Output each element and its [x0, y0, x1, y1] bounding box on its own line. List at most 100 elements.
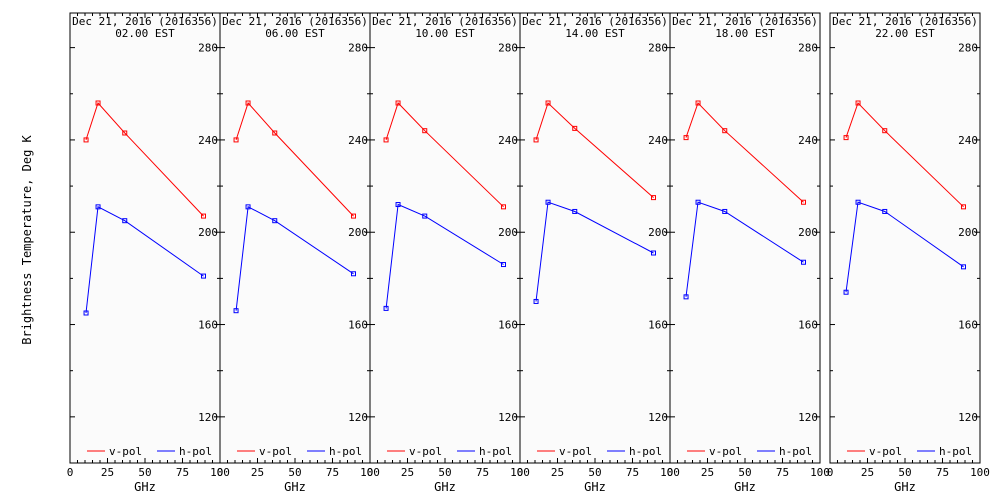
data-point-v-pol: [572, 125, 578, 131]
series-line-v-pol: [235, 102, 354, 217]
y-tick-label: 240: [498, 134, 518, 147]
data-point-h-pol: [572, 208, 578, 214]
plot-frame: [829, 12, 981, 464]
plot-frame: [669, 12, 821, 464]
panel-title: Dec 21, 2016 (2016356): [372, 15, 518, 28]
x-tick-label: 50: [588, 466, 601, 479]
y-tick-label: 240: [198, 134, 218, 147]
x-tick-label: 25: [551, 466, 564, 479]
data-point-v-pol: [683, 135, 689, 141]
legend-label-v-pol: v-pol: [869, 445, 902, 458]
data-point-h-pol: [722, 208, 728, 214]
data-point-h-pol: [395, 202, 401, 208]
legend-label-v-pol: v-pol: [559, 445, 592, 458]
x-tick-label: 0: [67, 466, 74, 479]
series-line-v-pol: [85, 102, 204, 217]
chart-panel: Dec 21, 2016 (2016356)18.00 EST 120 160 200…: [667, 12, 830, 494]
x-tick-label: 100: [660, 466, 680, 479]
x-tick-label: 100: [970, 466, 990, 479]
x-tick-label: 50: [898, 466, 911, 479]
x-tick-label: 100: [810, 466, 830, 479]
plot-frame: [369, 12, 521, 464]
panel-title: Dec 21, 2016 (2016356): [832, 15, 978, 28]
data-point-v-pol: [501, 204, 506, 210]
x-tick-label: 25: [101, 466, 114, 479]
series-line-h-pol: [685, 201, 804, 297]
data-point-v-pol: [351, 213, 356, 219]
y-tick-label: 280: [798, 42, 818, 55]
data-point-v-pol: [245, 100, 251, 106]
y-tick-label: 120: [498, 411, 518, 424]
y-tick-label: 160: [498, 319, 518, 332]
chart-panel: Dec 21, 2016 (2016356)10.00 EST 120 160 200…: [367, 12, 530, 494]
data-point-h-pol: [272, 218, 278, 224]
legend-label-v-pol: v-pol: [409, 445, 442, 458]
chart-panels: Dec 21, 2016 (2016356)02.00 EST120160200…: [67, 12, 990, 494]
legend-label-h-pol: h-pol: [779, 445, 812, 458]
data-point-h-pol: [961, 264, 966, 270]
x-tick-label: 50: [138, 466, 151, 479]
data-point-v-pol: [651, 195, 656, 201]
x-tick-label: 0: [367, 466, 374, 479]
data-point-h-pol: [801, 259, 806, 265]
x-axis-label: GHz: [584, 480, 606, 494]
y-tick-label: 240: [958, 134, 978, 147]
data-point-h-pol: [422, 213, 428, 219]
x-tick-label: 25: [701, 466, 714, 479]
y-tick-label: 280: [958, 42, 978, 55]
x-axis-label: GHz: [894, 480, 916, 494]
plot-frame: [219, 12, 371, 464]
panel-subtitle: 02.00 EST: [115, 27, 175, 40]
panel-subtitle: 14.00 EST: [565, 27, 625, 40]
data-point-h-pol: [695, 199, 701, 205]
y-tick-label: 200: [648, 226, 668, 239]
panel-title: Dec 21, 2016 (2016356): [672, 15, 818, 28]
data-point-h-pol: [95, 204, 101, 210]
x-tick-label: 100: [510, 466, 530, 479]
series-line-h-pol: [535, 201, 654, 302]
y-tick-label: 280: [348, 42, 368, 55]
legend-label-h-pol: h-pol: [479, 445, 512, 458]
y-tick-label: 200: [798, 226, 818, 239]
data-point-v-pol: [722, 128, 728, 134]
data-point-h-pol: [651, 250, 656, 256]
x-tick-label: 50: [438, 466, 451, 479]
x-tick-label: 100: [360, 466, 380, 479]
x-tick-label: 50: [738, 466, 751, 479]
data-point-h-pol: [855, 199, 861, 205]
x-tick-label: 0: [827, 466, 834, 479]
data-point-h-pol: [383, 305, 389, 311]
data-point-v-pol: [882, 128, 888, 134]
x-tick-label: 75: [936, 466, 949, 479]
panel-title: Dec 21, 2016 (2016356): [72, 15, 218, 28]
x-axis-label: GHz: [434, 480, 456, 494]
data-point-v-pol: [545, 100, 551, 106]
data-point-v-pol: [855, 100, 861, 106]
x-tick-label: 75: [326, 466, 339, 479]
data-point-v-pol: [695, 100, 701, 106]
x-axis-label: GHz: [284, 480, 306, 494]
data-point-h-pol: [533, 298, 539, 304]
x-tick-label: 0: [217, 466, 224, 479]
x-tick-label: 75: [626, 466, 639, 479]
y-tick-label: 280: [198, 42, 218, 55]
data-point-h-pol: [683, 294, 689, 300]
y-tick-label: 120: [348, 411, 368, 424]
y-tick-label: 280: [498, 42, 518, 55]
x-tick-label: 0: [667, 466, 674, 479]
data-point-v-pol: [95, 100, 101, 106]
series-line-h-pol: [235, 206, 354, 311]
chart-panel: Dec 21, 2016 (2016356)14.00 EST 120 160 200…: [517, 12, 680, 494]
series-line-v-pol: [385, 102, 504, 208]
chart-panel: Dec 21, 2016 (2016356)22.00 EST 120 160 200…: [827, 12, 990, 494]
y-tick-label: 240: [798, 134, 818, 147]
panel-subtitle: 06.00 EST: [265, 27, 325, 40]
legend-label-v-pol: v-pol: [109, 445, 142, 458]
chart-panel: Dec 21, 2016 (2016356)02.00 EST 120 160 200…: [67, 12, 230, 494]
y-tick-label: 120: [648, 411, 668, 424]
x-tick-label: 100: [210, 466, 230, 479]
x-tick-label: 25: [401, 466, 414, 479]
data-point-h-pol: [245, 204, 251, 210]
x-tick-label: 25: [861, 466, 874, 479]
